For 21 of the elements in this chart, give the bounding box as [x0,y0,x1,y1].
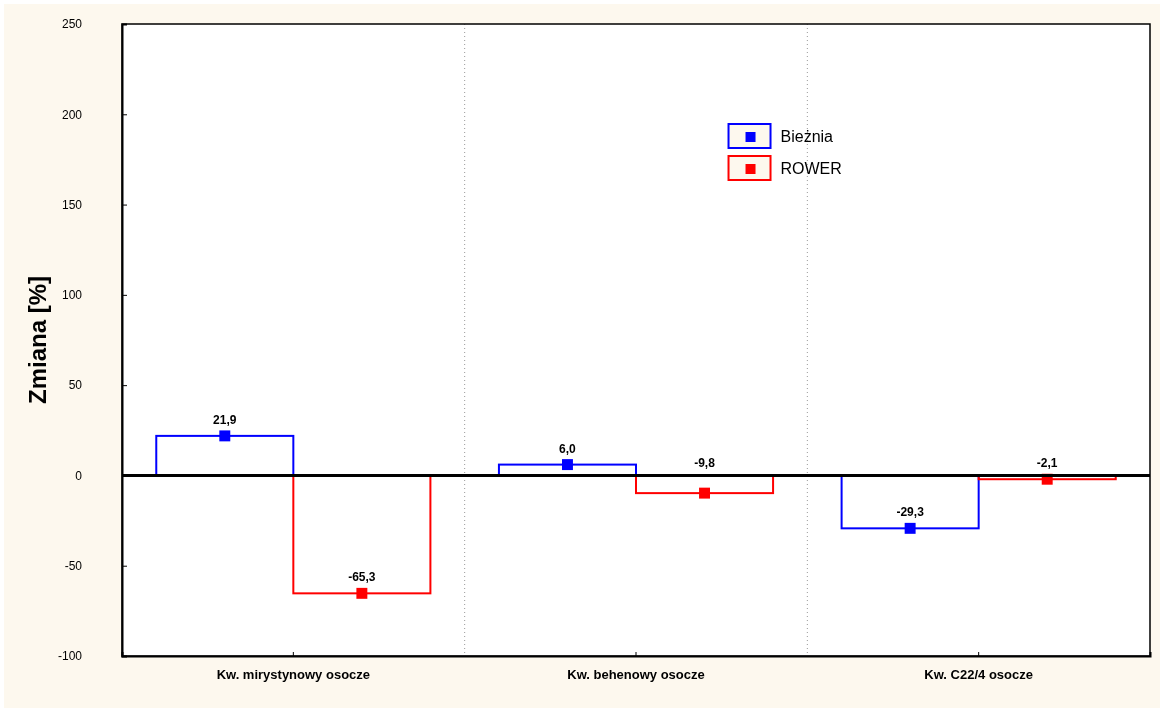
data-label: 6,0 [559,441,577,456]
y-tick-label: 150 [61,197,83,212]
y-tick-label: 100 [61,288,83,303]
legend-label: ROWER [780,160,842,177]
data-label: -29,3 [896,505,925,520]
y-tick-label: 200 [61,107,83,122]
y-tick-label: 50 [68,378,83,393]
x-tick-label: Kw. behenowy osocze [567,667,705,683]
y-tick-label: 0 [75,468,83,483]
data-label: 21,9 [213,412,237,427]
legend-label: Bieżnia [780,128,834,145]
x-tick-label: Kw. C22/4 osocze [924,667,1033,683]
y-tick-label: -50 [64,559,83,574]
x-tick-label: Kw. mirystynowy osocze [216,667,371,683]
data-label: -9,8 [694,456,716,471]
data-label: -65,3 [348,570,376,585]
data-label: -2,1 [1036,456,1058,471]
y-tick-label: -100 [57,649,83,664]
y-tick-label: 250 [61,17,83,32]
y-axis-title: Zmiana [%] [24,275,51,405]
bar [977,474,1117,481]
